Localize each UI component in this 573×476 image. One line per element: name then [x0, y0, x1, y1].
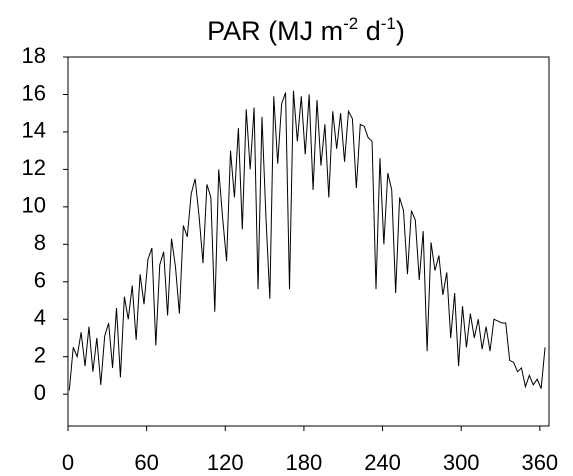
y-tick-label: 16	[22, 80, 46, 105]
title-superscript: -2	[343, 14, 358, 33]
title-text: )	[396, 16, 405, 46]
y-tick-label: 8	[34, 230, 46, 255]
chart-title: PAR (MJ m-2 d-1)	[207, 14, 405, 46]
y-tick-label: 12	[22, 155, 46, 180]
y-tick-label: 2	[34, 343, 46, 368]
data-line	[68, 90, 546, 391]
y-tick-label: 0	[34, 380, 46, 405]
x-tick-label: 300	[443, 450, 480, 475]
y-tick-label: 4	[34, 305, 46, 330]
y-tick-label: 10	[22, 193, 46, 218]
title-text: d	[358, 16, 381, 46]
plot-frame	[67, 56, 550, 427]
title-text: PAR (MJ m	[207, 16, 343, 46]
y-tick-label: 6	[34, 268, 46, 293]
x-tick-label: 60	[134, 450, 158, 475]
x-tick-label: 0	[62, 450, 74, 475]
y-tick-label: 18	[22, 43, 46, 68]
x-tick-label: 120	[207, 450, 244, 475]
title-superscript: -1	[381, 14, 396, 33]
x-tick-label: 240	[364, 450, 401, 475]
y-tick-label: 14	[22, 118, 46, 143]
x-tick-label: 180	[286, 450, 323, 475]
x-tick-label: 360	[521, 450, 558, 475]
